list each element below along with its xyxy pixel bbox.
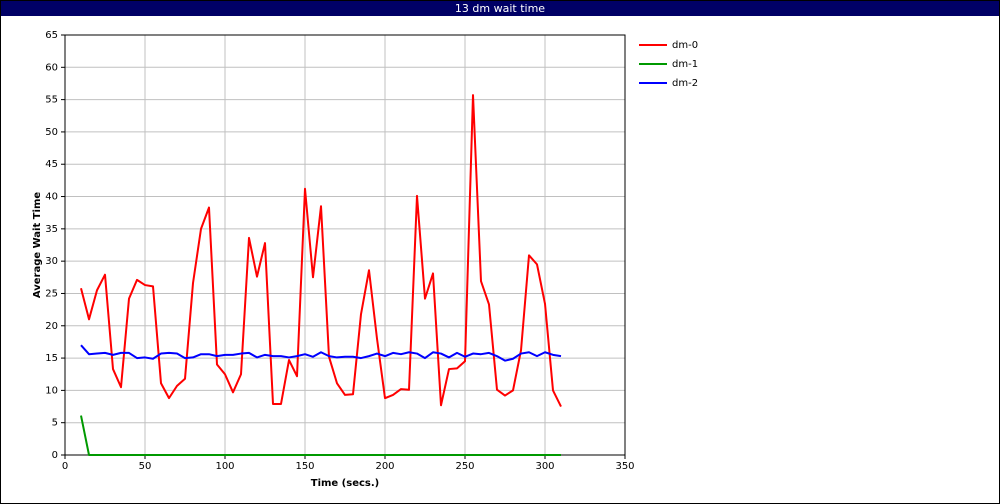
- line-series: [80, 94, 562, 407]
- line-series: [80, 415, 561, 456]
- y-tick-label: 45: [45, 159, 58, 170]
- plot-frame: [64, 34, 626, 456]
- y-tick-label: 60: [45, 62, 58, 73]
- y-tick-label: 5: [52, 418, 58, 429]
- x-tick-label: 0: [62, 461, 68, 472]
- y-tick-label: 35: [45, 224, 58, 235]
- y-tick-label: 25: [45, 288, 58, 299]
- y-tick-label: 55: [45, 95, 58, 106]
- legend-label: dm-2: [672, 78, 698, 89]
- x-tick-label: 100: [215, 461, 234, 472]
- x-axis-label: Time (secs.): [311, 478, 380, 489]
- legend-label: dm-0: [672, 40, 698, 51]
- x-tick-label: 350: [615, 461, 634, 472]
- y-tick-label: 65: [45, 30, 58, 41]
- y-tick-label: 30: [45, 256, 58, 267]
- title-bar: 13 dm wait time: [1, 1, 999, 16]
- legend-label: dm-1: [672, 59, 698, 70]
- x-tick-label: 300: [535, 461, 554, 472]
- y-tick-label: 40: [45, 192, 58, 203]
- y-tick-label: 20: [45, 321, 58, 332]
- line-series: [80, 344, 562, 362]
- x-tick-label: 150: [295, 461, 314, 472]
- chart-title: 13 dm wait time: [454, 2, 546, 15]
- x-tick-label: 250: [455, 461, 474, 472]
- y-tick-label: 0: [52, 450, 58, 461]
- y-axis-label: Average Wait Time: [32, 192, 43, 299]
- x-tick-label: 200: [375, 461, 394, 472]
- y-tick-label: 15: [45, 353, 58, 364]
- y-tick-label: 50: [45, 127, 58, 138]
- x-tick-label: 50: [139, 461, 152, 472]
- y-tick-label: 10: [45, 385, 58, 396]
